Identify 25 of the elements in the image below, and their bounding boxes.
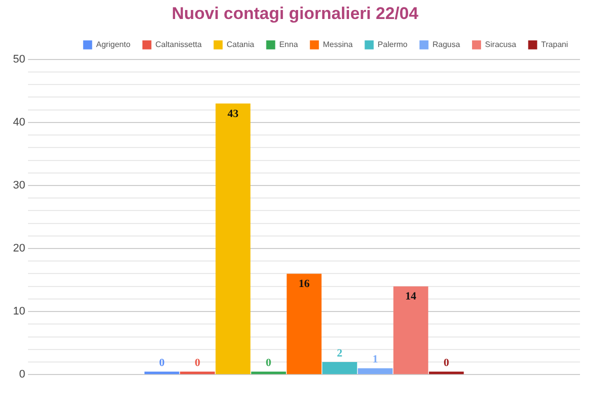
y-tick-label: 50 [12, 53, 26, 66]
data-label: 1 [372, 354, 378, 366]
data-label: 0 [159, 356, 166, 369]
legend-label: Palermo [378, 40, 408, 50]
y-tick-label: 30 [12, 180, 26, 192]
legend-label: Trapani [541, 40, 568, 50]
y-tick-label: 0 [19, 368, 26, 381]
data-label: 43 [228, 108, 239, 120]
data-label: 0 [266, 356, 272, 369]
legend-label: Caltanissetta [155, 40, 202, 50]
data-label: 16 [298, 278, 310, 290]
data-label: 2 [336, 347, 343, 360]
y-tick-label: 40 [12, 116, 26, 128]
data-label: 0 [194, 356, 201, 369]
legend-label: Messina [322, 40, 354, 50]
y-tick-label: 20 [12, 242, 26, 255]
legend-label: Ragusa [432, 40, 461, 50]
data-label: 0 [444, 356, 450, 369]
data-label: 14 [405, 290, 417, 303]
y-tick-label: 10 [12, 306, 26, 318]
legend-label: Siracusa [485, 40, 517, 50]
chart-title: Nuovi contagi giornalieri 22/04 [172, 4, 419, 23]
legend-label: Catania [226, 40, 255, 50]
legend-label: Enna [279, 40, 298, 50]
legend-label: Agrigento [96, 40, 131, 50]
